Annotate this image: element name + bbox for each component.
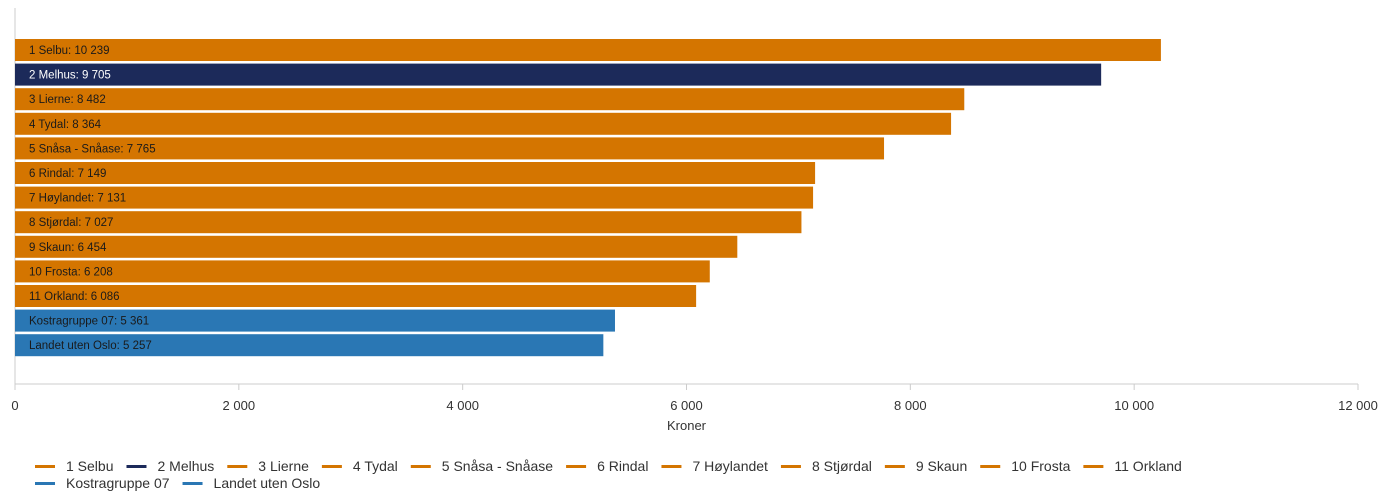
x-tick-label-5: 10 000 <box>1114 398 1154 413</box>
bar-label-7: 7 Høylandet: 7 131 <box>29 193 126 205</box>
legend-swatch-6 <box>566 465 587 468</box>
bar-6[interactable] <box>15 162 816 184</box>
legend-label-6: 6 Rindal <box>597 458 648 474</box>
bar-label-12: Kostragruppe 07: 5 361 <box>29 316 149 328</box>
legend-swatch-5 <box>410 465 431 468</box>
bar-label-2: 2 Melhus: 9 705 <box>29 70 111 82</box>
bar-4[interactable] <box>15 112 952 135</box>
x-tick-label-4: 8 000 <box>894 398 927 413</box>
legend-swatch-8 <box>780 465 801 468</box>
x-axis-title: Kroner <box>667 418 707 433</box>
bar-label-1: 1 Selbu: 10 239 <box>29 45 110 57</box>
legend-label-13: Landet uten Oslo <box>214 475 321 491</box>
legend-swatch-12 <box>35 482 55 485</box>
legend-item-11[interactable]: 11 Orkland <box>1083 458 1182 474</box>
legend-item-2[interactable]: 2 Melhus <box>126 458 214 474</box>
x-tick-label-0: 0 <box>11 398 18 413</box>
legend-swatch-7 <box>661 465 682 468</box>
legend-label-1: 1 Selbu <box>66 458 113 474</box>
legend-label-12: Kostragruppe 07 <box>66 475 170 491</box>
legend-swatch-4 <box>321 465 342 468</box>
bar-label-10: 10 Frosta: 6 208 <box>29 266 113 278</box>
legend-label-4: 4 Tydal <box>353 458 398 474</box>
legend-item-12[interactable]: Kostragruppe 07 <box>35 475 170 491</box>
legend-item-8[interactable]: 8 Stjørdal <box>780 458 872 474</box>
x-tick-label-1: 2 000 <box>223 398 256 413</box>
legend-label-8: 8 Stjørdal <box>812 458 872 474</box>
bar-label-5: 5 Snåsa - Snåase: 7 765 <box>29 143 156 155</box>
legend-item-3[interactable]: 3 Lierne <box>227 458 309 474</box>
bar-label-8: 8 Stjørdal: 7 027 <box>29 217 113 229</box>
legend-label-11: 11 Orkland <box>1114 458 1181 474</box>
legend-item-4[interactable]: 4 Tydal <box>321 458 398 474</box>
bar-8[interactable] <box>15 211 802 234</box>
bar-11[interactable] <box>15 285 697 307</box>
legend-swatch-11 <box>1083 465 1104 468</box>
legend-swatch-3 <box>227 465 248 468</box>
bar-2[interactable] <box>15 63 1102 86</box>
bar-label-3: 3 Lierne: 8 482 <box>29 94 106 106</box>
x-tick-label-2: 4 000 <box>446 398 479 413</box>
legend-item-9[interactable]: 9 Skaun <box>884 458 967 474</box>
legend-swatch-13 <box>182 482 203 485</box>
legend-swatch-2 <box>126 465 147 468</box>
bar-label-13: Landet uten Oslo: 5 257 <box>29 340 152 352</box>
bar-label-4: 4 Tydal: 8 364 <box>29 119 102 131</box>
legend-label-10: 10 Frosta <box>1011 458 1070 474</box>
bar-5[interactable] <box>15 137 885 160</box>
bar-label-11: 11 Orkland: 6 086 <box>29 291 120 303</box>
x-tick-label-3: 6 000 <box>670 398 703 413</box>
legend-label-3: 3 Lierne <box>258 458 309 474</box>
bar-10[interactable] <box>15 260 710 283</box>
legend-item-6[interactable]: 6 Rindal <box>566 458 648 474</box>
legend-swatch-10 <box>980 465 1001 468</box>
bar-13[interactable] <box>15 334 604 357</box>
legend-swatch-1 <box>35 465 55 468</box>
bar-label-9: 9 Skaun: 6 454 <box>29 242 107 254</box>
legend: 1 Selbu 2 Melhus 3 Lierne 4 Tydal 5 Snåsa - … <box>35 458 1182 491</box>
bar-12[interactable] <box>15 309 615 332</box>
legend-label-2: 2 Melhus <box>157 458 214 474</box>
bar-9[interactable] <box>15 235 738 258</box>
legend-swatch-9 <box>884 465 905 468</box>
legend-item-7[interactable]: 7 Høylandet <box>661 458 768 474</box>
bar-7[interactable] <box>15 186 814 209</box>
bar-1[interactable] <box>15 39 1161 61</box>
bar-3[interactable] <box>15 88 965 111</box>
legend-item-1[interactable]: 1 Selbu <box>35 458 113 474</box>
legend-item-10[interactable]: 10 Frosta <box>980 458 1071 474</box>
legend-label-7: 7 Høylandet <box>692 458 768 474</box>
legend-label-5: 5 Snåsa - Snåase <box>442 458 554 474</box>
x-tick-label-6: 12 000 <box>1338 398 1378 413</box>
legend-label-9: 9 Skaun <box>916 458 967 474</box>
bar-label-6: 6 Rindal: 7 149 <box>29 168 106 180</box>
legend-item-5[interactable]: 5 Snåsa - Snåase <box>410 458 554 474</box>
legend-item-13[interactable]: Landet uten Oslo <box>182 475 321 491</box>
